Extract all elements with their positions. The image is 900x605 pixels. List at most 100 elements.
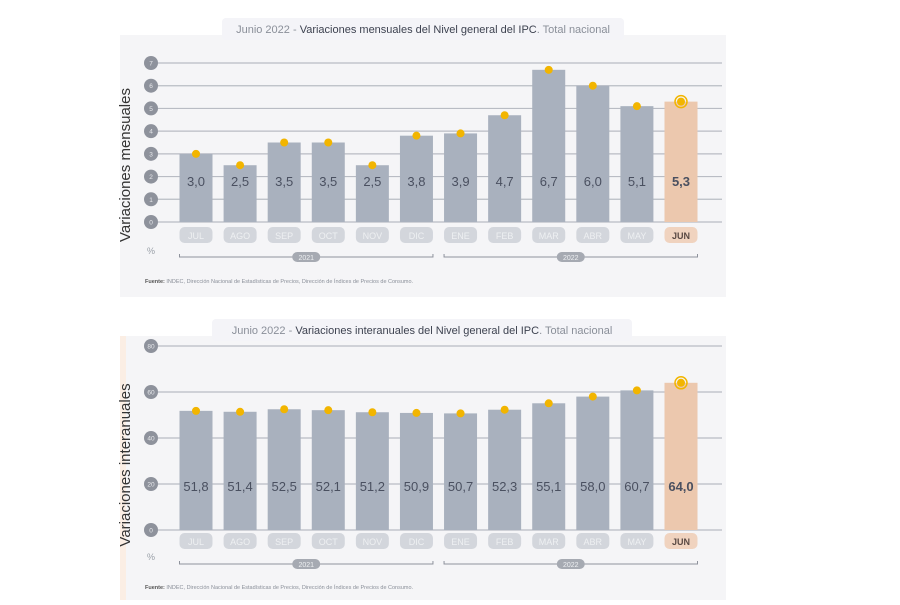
y-tick-label: 7 (149, 61, 153, 68)
month-pill (399, 533, 433, 549)
value-label: 51,2 (360, 479, 385, 494)
month-pill (532, 533, 566, 549)
month-label: NOV (363, 231, 383, 241)
source-note: Fuente: INDEC, Dirección Nacional de Est… (145, 278, 414, 285)
month-label: DIC (409, 231, 425, 241)
data-dot (632, 102, 641, 111)
year-pill (556, 559, 585, 569)
chart-1: Junio 2022 - Variaciones interanuales de… (117, 319, 726, 600)
y-tick-badge (144, 523, 158, 537)
y-tick-label: 40 (147, 436, 155, 443)
month-label: OCT (319, 537, 339, 547)
bar (576, 85, 610, 222)
value-label: 50,7 (448, 479, 473, 494)
value-label: 58,0 (580, 479, 605, 494)
month-label: MAY (627, 537, 646, 547)
source-label: Fuente: (145, 585, 165, 591)
y-tick-badge (144, 78, 158, 93)
data-dot (544, 65, 553, 74)
month-label: AGO (230, 537, 250, 547)
year-pill (292, 252, 321, 262)
year-label: 2022 (563, 255, 579, 262)
value-label: 64,0 (668, 479, 693, 494)
value-label: 5,1 (628, 174, 646, 189)
y-tick-label: 5 (149, 106, 153, 113)
bar (664, 382, 698, 530)
month-label: ABR (584, 231, 603, 241)
month-label: ABR (584, 537, 603, 547)
month-pill (179, 533, 213, 549)
data-dot (280, 405, 289, 414)
month-label: JUN (672, 231, 690, 241)
highlight-ring (674, 94, 688, 109)
data-dot (324, 406, 333, 415)
month-label: SEP (275, 231, 293, 241)
y-tick-badge (144, 385, 158, 399)
month-label: JUN (672, 537, 690, 547)
y-tick-label: 0 (149, 220, 153, 227)
month-label: OCT (319, 231, 339, 241)
value-label: 52,3 (492, 479, 517, 494)
month-pill (620, 533, 654, 549)
bar (488, 409, 522, 530)
month-label: DIC (409, 537, 425, 547)
y-tick-badge (144, 431, 158, 445)
month-label: JUL (188, 231, 204, 241)
month-label: MAR (539, 537, 560, 547)
value-label: 3,0 (187, 174, 205, 189)
y-tick-label: 20 (147, 482, 155, 489)
month-pill (664, 227, 698, 243)
month-label: MAR (539, 231, 560, 241)
bar (488, 115, 522, 222)
bar (399, 412, 433, 530)
value-label: 3,5 (319, 174, 337, 189)
y-axis-label: Variaciones interanuales (117, 383, 134, 546)
month-pill (488, 227, 522, 243)
data-dot (192, 149, 200, 158)
source-note: Fuente: INDEC, Dirección Nacional de Est… (145, 584, 414, 591)
title-box (222, 18, 624, 40)
month-label: FEB (496, 537, 514, 547)
month-pill (444, 533, 478, 549)
month-pill (576, 533, 610, 549)
bar (311, 142, 345, 222)
title-main: Variaciones mensuales del Nivel general … (300, 24, 537, 36)
value-label: 50,9 (404, 479, 429, 494)
month-pill (355, 227, 389, 243)
highlight-ring (674, 376, 688, 390)
bar (355, 165, 389, 222)
source-label: Fuente: (145, 279, 165, 285)
title-box (212, 319, 632, 341)
data-dot (368, 408, 377, 417)
month-label: ENE (451, 537, 470, 547)
title-suffix: . Total nacional (539, 325, 612, 337)
data-dot (236, 161, 245, 170)
bar (223, 165, 257, 222)
value-label: 6,7 (540, 174, 558, 189)
value-label: 52,1 (316, 479, 341, 494)
year-label: 2022 (563, 562, 579, 569)
unit-label: % (147, 552, 155, 562)
month-pill (488, 533, 522, 549)
month-pill (311, 227, 345, 243)
month-pill (311, 533, 345, 549)
bar (355, 412, 389, 530)
panel-accent (120, 336, 126, 600)
data-dot (236, 407, 245, 416)
month-pill (355, 533, 389, 549)
bar (620, 390, 654, 530)
bar (179, 153, 213, 222)
y-tick-badge (144, 146, 158, 161)
y-tick-badge (144, 169, 158, 184)
month-pill (267, 227, 301, 243)
month-pill (399, 227, 433, 243)
month-label: JUL (188, 537, 204, 547)
data-dot (456, 129, 465, 138)
title-prefix: Junio 2022 - (236, 24, 300, 36)
year-label: 2021 (298, 562, 314, 569)
month-pill (267, 533, 301, 549)
bar (576, 396, 610, 530)
y-axis-label: Variaciones mensuales (117, 88, 134, 242)
title-prefix: Junio 2022 - (232, 325, 296, 337)
y-tick-badge (144, 56, 158, 70)
